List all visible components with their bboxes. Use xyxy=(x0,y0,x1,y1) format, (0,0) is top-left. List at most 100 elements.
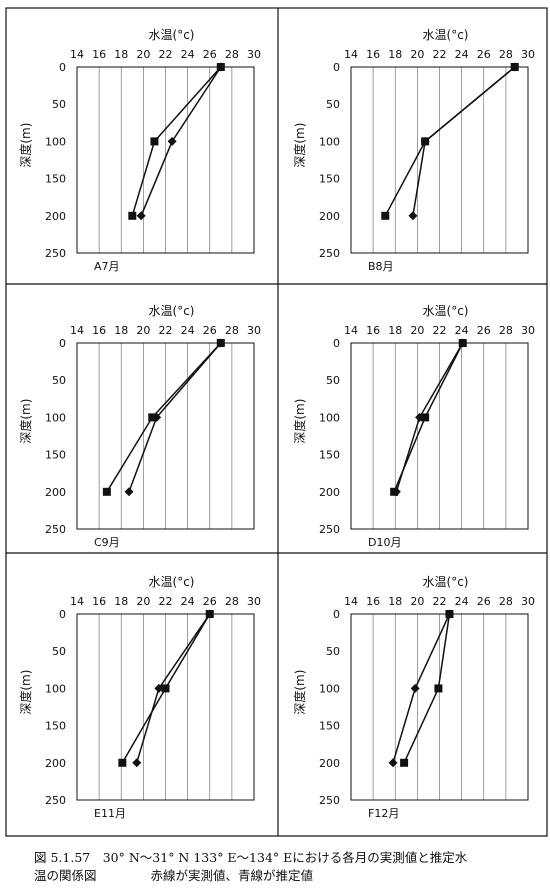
x-tick-label: 16 xyxy=(92,324,106,337)
plot-area xyxy=(76,613,255,801)
x-tick-label: 26 xyxy=(477,595,491,608)
panel-label: D10月 xyxy=(368,536,401,549)
x-axis-title: 水温(°c) xyxy=(149,575,195,589)
data-point-diamond xyxy=(154,683,164,693)
x-tick-label: 28 xyxy=(499,48,513,61)
y-tick-label: 0 xyxy=(59,61,66,74)
data-point-diamond xyxy=(458,338,468,348)
x-tick-label: 14 xyxy=(344,595,358,608)
y-tick-label: 150 xyxy=(319,173,340,186)
x-tick-label: 26 xyxy=(203,48,217,61)
data-point-square xyxy=(150,137,159,146)
x-tick-label: 26 xyxy=(203,324,217,337)
x-axis-title: 水温(°c) xyxy=(423,28,469,42)
panel-label: C9月 xyxy=(94,536,120,549)
data-point-diamond xyxy=(167,136,177,146)
series-line-square xyxy=(384,66,516,217)
y-tick-label: 250 xyxy=(319,247,340,260)
panel-label: B8月 xyxy=(368,260,394,273)
y-tick-label: 200 xyxy=(319,210,340,223)
data-point-square xyxy=(102,487,111,496)
figure-frame xyxy=(5,7,548,837)
plot-area xyxy=(350,66,529,254)
x-axis-title: 水温(°c) xyxy=(423,575,469,589)
x-axis-title: 水温(°c) xyxy=(149,304,195,318)
x-tick-label: 30 xyxy=(521,48,535,61)
x-tick-label: 28 xyxy=(499,324,513,337)
x-tick-label: 26 xyxy=(477,324,491,337)
x-tick-label: 20 xyxy=(410,324,424,337)
data-point-square xyxy=(161,684,170,693)
x-tick-label: 18 xyxy=(388,48,402,61)
y-tick-label: 150 xyxy=(45,449,66,462)
caption-line-2: 温の関係図 赤線が実測値、青線が推定値 xyxy=(34,867,544,885)
x-tick-label: 22 xyxy=(433,324,447,337)
x-tick-label: 20 xyxy=(410,595,424,608)
caption-line-2-title: 温の関係図 xyxy=(34,868,97,883)
y-tick-label: 200 xyxy=(319,486,340,499)
x-tick-label: 14 xyxy=(70,324,84,337)
data-point-square xyxy=(400,758,409,767)
caption-line-2-note: 赤線が実測値、青線が推定値 xyxy=(150,868,314,883)
x-tick-label: 22 xyxy=(159,48,173,61)
plot-area xyxy=(76,66,255,254)
x-tick-label: 28 xyxy=(499,595,513,608)
x-tick-label: 30 xyxy=(521,324,535,337)
y-tick-label: 50 xyxy=(326,374,340,387)
y-tick-label: 200 xyxy=(45,210,66,223)
x-tick-label: 28 xyxy=(225,324,239,337)
y-tick-label: 50 xyxy=(326,98,340,111)
panel-1: 水温(°c) 14 16 18 20 22 24 26 28 30 0 50 100 150 200 250 深… xyxy=(18,28,261,273)
y-tick-label: 150 xyxy=(45,720,66,733)
x-tick-label: 22 xyxy=(159,595,173,608)
series-line-square xyxy=(106,342,222,493)
panel-3: 水温(°c) 14 16 18 20 22 24 26 28 30 0 50 100 150 200 250 深… xyxy=(18,304,261,549)
x-tick-label: 28 xyxy=(225,48,239,61)
x-tick-label: 14 xyxy=(70,595,84,608)
x-tick-label: 20 xyxy=(410,48,424,61)
x-tick-label: 30 xyxy=(247,48,261,61)
y-tick-label: 250 xyxy=(319,523,340,536)
data-point-diamond xyxy=(420,136,430,146)
y-tick-label: 150 xyxy=(319,449,340,462)
data-point-diamond xyxy=(216,338,226,348)
y-tick-label: 250 xyxy=(319,794,340,807)
x-tick-label: 24 xyxy=(181,324,195,337)
y-axis-title: 深度(m) xyxy=(292,123,307,168)
y-tick-label: 50 xyxy=(52,645,66,658)
x-tick-label: 18 xyxy=(388,324,402,337)
data-point-diamond xyxy=(152,412,162,422)
x-tick-label: 18 xyxy=(388,595,402,608)
x-axis-title: 水温(°c) xyxy=(423,304,469,318)
x-tick-label: 28 xyxy=(225,595,239,608)
y-tick-label: 200 xyxy=(45,486,66,499)
x-tick-label: 30 xyxy=(247,595,261,608)
x-tick-label: 16 xyxy=(92,48,106,61)
x-axis-title: 水温(°c) xyxy=(149,28,195,42)
x-tick-label: 18 xyxy=(114,595,128,608)
x-tick-label: 16 xyxy=(366,595,380,608)
x-tick-label: 22 xyxy=(433,595,447,608)
x-tick-label: 18 xyxy=(114,48,128,61)
plot-area xyxy=(350,613,529,801)
series-line-diamond xyxy=(128,342,222,493)
data-point-diamond xyxy=(510,62,520,72)
y-tick-label: 200 xyxy=(45,757,66,770)
y-tick-label: 100 xyxy=(45,135,66,148)
y-tick-label: 100 xyxy=(319,411,340,424)
y-tick-label: 0 xyxy=(59,608,66,621)
x-tick-label: 30 xyxy=(521,595,535,608)
x-tick-label: 18 xyxy=(114,324,128,337)
y-axis-title: 深度(m) xyxy=(18,123,33,168)
x-tick-label: 22 xyxy=(433,48,447,61)
x-tick-label: 16 xyxy=(366,324,380,337)
x-tick-label: 20 xyxy=(136,595,150,608)
data-point-diamond xyxy=(415,412,425,422)
data-point-square xyxy=(128,211,137,220)
y-tick-label: 100 xyxy=(319,135,340,148)
x-tick-label: 20 xyxy=(136,324,150,337)
y-tick-label: 0 xyxy=(333,61,340,74)
y-tick-label: 150 xyxy=(45,173,66,186)
data-point-square xyxy=(118,758,127,767)
